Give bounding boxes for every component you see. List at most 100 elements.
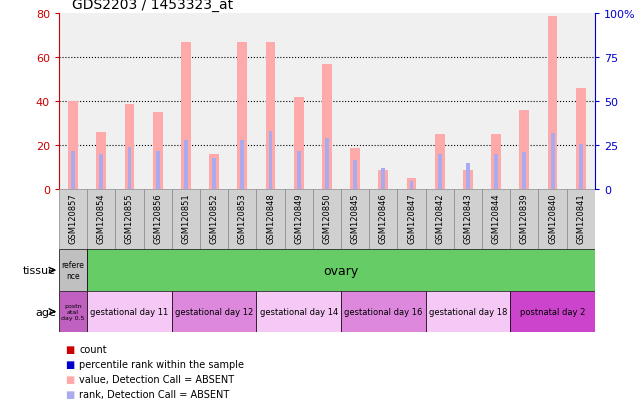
Bar [256,190,285,250]
Bar [59,291,87,332]
Bar [172,291,256,332]
Bar [59,250,87,291]
Bar [153,113,163,190]
Text: GSM120850: GSM120850 [322,193,331,244]
Text: value, Detection Call = ABSENT: value, Detection Call = ABSENT [79,374,235,384]
Bar [212,158,216,190]
Text: gestational day 16: gestational day 16 [344,307,422,316]
Bar [579,145,583,190]
Text: gestational day 11: gestational day 11 [90,307,169,316]
Bar [341,291,426,332]
Text: ■: ■ [65,389,74,399]
Bar [378,170,388,190]
Bar [406,179,417,190]
Bar [325,139,329,190]
Bar [522,153,526,190]
Bar [410,181,413,190]
Bar [228,190,256,250]
Text: gestational day 14: gestational day 14 [260,307,338,316]
Bar [466,164,470,190]
Bar [200,190,228,250]
Bar [181,43,191,190]
Bar [381,169,385,190]
Text: gestational day 18: gestational day 18 [429,307,507,316]
Bar [482,190,510,250]
Text: GSM120855: GSM120855 [125,193,134,244]
Text: ■: ■ [65,344,74,354]
Text: age: age [35,307,56,317]
Bar [285,190,313,250]
Bar [59,190,87,250]
Bar [576,89,586,190]
Bar [269,132,272,190]
Bar [87,291,172,332]
Text: GSM120853: GSM120853 [238,193,247,244]
Bar [184,141,188,190]
Text: postn
atal
day 0.5: postn atal day 0.5 [62,304,85,320]
Bar [124,104,135,190]
Bar [115,190,144,250]
Text: GSM120843: GSM120843 [463,193,472,244]
Bar [313,190,341,250]
Bar [68,102,78,190]
Text: GSM120852: GSM120852 [210,193,219,244]
Bar [438,155,442,190]
Bar [341,190,369,250]
Text: percentile rank within the sample: percentile rank within the sample [79,359,244,369]
Text: ovary: ovary [324,264,358,277]
Text: ■: ■ [65,374,74,384]
Bar [353,160,357,190]
Bar [240,141,244,190]
Text: GSM120845: GSM120845 [351,193,360,244]
Bar [454,190,482,250]
Bar [426,190,454,250]
Bar [567,190,595,250]
Text: GSM120857: GSM120857 [69,193,78,244]
Text: GSM120847: GSM120847 [407,193,416,244]
Text: tissue: tissue [23,266,56,275]
Bar [297,151,301,190]
Text: GSM120856: GSM120856 [153,193,162,244]
Bar [538,190,567,250]
Bar [99,155,103,190]
Text: refere
nce: refere nce [62,261,85,280]
Text: GSM120839: GSM120839 [520,193,529,244]
Text: rank, Detection Call = ABSENT: rank, Detection Call = ABSENT [79,389,229,399]
Text: ■: ■ [65,359,74,369]
Bar [87,190,115,250]
Bar [172,190,200,250]
Bar [144,190,172,250]
Bar [71,151,75,190]
Bar [551,134,554,190]
Bar [547,17,558,190]
Bar [369,190,397,250]
Bar [397,190,426,250]
Bar [256,291,341,332]
Bar [463,170,473,190]
Text: GSM120842: GSM120842 [435,193,444,244]
Bar [294,98,304,190]
Text: count: count [79,344,107,354]
Bar [96,133,106,190]
Text: GSM120844: GSM120844 [492,193,501,244]
Text: GSM120854: GSM120854 [97,193,106,244]
Text: GSM120848: GSM120848 [266,193,275,244]
Bar [435,135,445,190]
Text: gestational day 12: gestational day 12 [175,307,253,316]
Text: GSM120846: GSM120846 [379,193,388,244]
Bar [350,148,360,190]
Bar [237,43,247,190]
Bar [491,135,501,190]
Bar [510,291,595,332]
Bar [209,155,219,190]
Bar [322,65,332,190]
Text: GDS2203 / 1453323_at: GDS2203 / 1453323_at [72,0,233,12]
Text: GSM120851: GSM120851 [181,193,190,244]
Bar [494,155,498,190]
Bar [156,151,160,190]
Bar [128,148,131,190]
Bar [426,291,510,332]
Text: GSM120841: GSM120841 [576,193,585,244]
Text: postnatal day 2: postnatal day 2 [520,307,585,316]
Text: GSM120849: GSM120849 [294,193,303,244]
